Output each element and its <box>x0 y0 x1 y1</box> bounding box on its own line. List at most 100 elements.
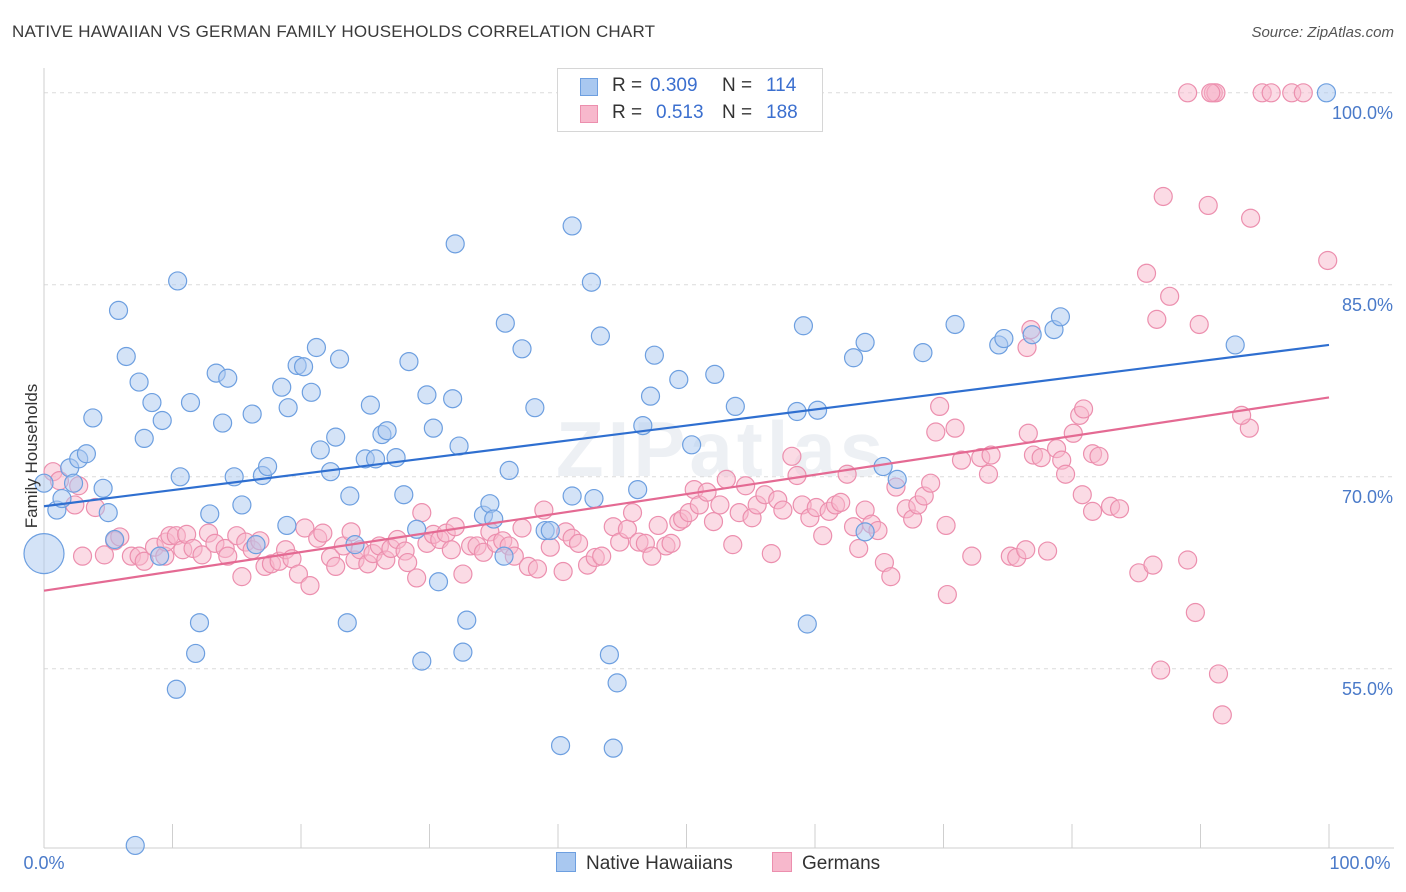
native-hawaiians-point <box>562 486 582 506</box>
bottom-legend-swatch-blue <box>556 852 576 872</box>
native-hawaiians-point <box>232 495 252 515</box>
native-hawaiians-point <box>443 389 463 409</box>
germans-points <box>43 83 1338 725</box>
germans-point <box>1153 186 1173 207</box>
germans-point <box>1055 464 1076 484</box>
native-hawaiians-point <box>377 421 397 441</box>
germans-point <box>1016 540 1036 560</box>
native-hawaiians-point <box>855 332 875 352</box>
native-hawaiians-point <box>150 546 170 566</box>
y-tick-label: 70.0% <box>1342 487 1393 507</box>
chart-source: Source: ZipAtlas.com <box>1251 24 1394 41</box>
native-hawaiians-point <box>725 396 745 416</box>
bottom-legend-swatch-pink <box>772 852 792 872</box>
germans-point <box>453 564 473 584</box>
germans-point <box>1063 423 1083 443</box>
germans-point <box>926 422 946 442</box>
stats-legend: R = 0.309 N = 114 R = 0.513 N = 188 <box>557 68 823 132</box>
germans-point <box>1318 250 1338 271</box>
germans-point <box>881 567 901 587</box>
legend-r-label: R = <box>612 75 643 96</box>
germans-point <box>831 492 851 512</box>
germans-point <box>782 446 802 466</box>
native-hawaiians-point <box>326 427 346 447</box>
germans-trend-line <box>43 396 1330 592</box>
germans-point <box>1018 423 1038 443</box>
germans-point <box>1189 314 1209 335</box>
native-hawaiians-point <box>887 469 907 489</box>
germans-point <box>94 545 114 565</box>
germans-point <box>1143 555 1163 575</box>
native-hawaiians-point <box>129 372 149 392</box>
germans-point <box>716 469 736 489</box>
native-hawaiians-point <box>562 216 582 236</box>
native-hawaiians-point <box>445 234 465 254</box>
germans-point <box>1178 550 1198 570</box>
native-hawaiians-point <box>293 357 314 377</box>
native-hawaiians-point <box>584 488 604 509</box>
native-hawaiians-point <box>242 404 262 424</box>
germans-point <box>313 523 333 543</box>
x-tick-label: 100.0% <box>1329 853 1390 873</box>
germans-point <box>1151 660 1171 680</box>
germans-point <box>300 575 320 596</box>
native-hawaiians-point <box>306 337 327 358</box>
germans-point <box>981 445 1001 465</box>
axes <box>43 68 1394 849</box>
y-tick-label: 55.0% <box>1342 679 1393 699</box>
native-hawaiians-point <box>108 300 129 320</box>
legend-r-value: 0.513 <box>656 102 704 123</box>
germans-point <box>441 540 461 560</box>
native-hawaiians-point <box>607 673 627 693</box>
native-hawaiians-point <box>540 520 560 541</box>
germans-point <box>978 464 999 484</box>
native-hawaiians-point <box>168 271 188 291</box>
native-hawaiians-point <box>272 377 292 397</box>
native-hawaiians-point <box>843 348 864 368</box>
native-hawaiians-point <box>457 610 477 630</box>
germans-point <box>1082 501 1103 521</box>
y-axis-title: Family Households <box>22 384 41 529</box>
bottom-legend-native-hawaiians: Native Hawaiians <box>556 852 733 876</box>
native-hawaiians-point <box>499 460 519 480</box>
native-hawaiians-point <box>797 614 817 634</box>
germans-point <box>326 556 346 577</box>
native-hawaiians-point <box>63 473 84 493</box>
germans-point <box>412 503 432 523</box>
germans-point <box>951 450 972 470</box>
native-hawaiians-point <box>1022 325 1042 345</box>
germans-point <box>723 535 743 555</box>
native-hawaiians-point <box>1225 335 1245 355</box>
native-hawaiians-point <box>590 326 611 346</box>
germans-point <box>1147 309 1167 329</box>
germans-point <box>930 396 950 416</box>
native-hawaiians-point <box>142 392 162 413</box>
native-hawaiians-point <box>394 485 414 505</box>
native-hawaiians-point <box>152 410 172 431</box>
germans-point <box>1031 448 1051 468</box>
germans-point <box>407 568 427 588</box>
native-hawaiians-point <box>180 392 201 413</box>
native-hawaiians-point <box>495 313 515 333</box>
germans-point <box>1073 399 1094 419</box>
germans-point <box>936 515 956 536</box>
native-hawaiians-point <box>246 535 266 555</box>
native-hawaiians-point <box>512 339 532 359</box>
native-hawaiians-point <box>423 418 443 438</box>
bottom-legend-germans: Germans <box>772 852 880 876</box>
native-hawaiians-point <box>93 478 113 498</box>
trend-lines <box>43 343 1330 592</box>
native-hawaiians-point <box>581 272 602 292</box>
native-hawaiians-point <box>603 738 623 758</box>
germans-point <box>218 546 238 566</box>
native-hawaiians-point <box>170 467 190 487</box>
germans-point <box>1212 705 1232 725</box>
legend-r-label: R = <box>612 102 643 123</box>
germans-point <box>648 515 668 536</box>
native-hawaiians-point <box>134 428 154 448</box>
legend-n-label: N = <box>722 102 753 123</box>
native-hawaiians-point <box>412 651 432 671</box>
native-hawaiians-point <box>1316 83 1337 103</box>
native-hawaiians-point <box>399 352 419 372</box>
germans-point <box>568 533 589 553</box>
